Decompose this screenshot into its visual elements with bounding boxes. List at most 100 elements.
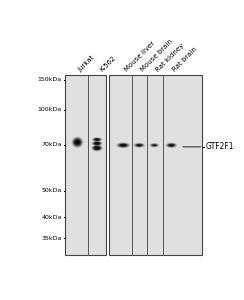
Ellipse shape <box>120 144 127 146</box>
Ellipse shape <box>93 138 102 141</box>
Ellipse shape <box>76 141 78 143</box>
Text: Rat kidney: Rat kidney <box>154 42 185 73</box>
Ellipse shape <box>96 139 98 140</box>
Ellipse shape <box>122 145 125 146</box>
Ellipse shape <box>73 138 82 147</box>
Ellipse shape <box>120 144 127 147</box>
Text: Mouse brain: Mouse brain <box>139 38 174 73</box>
Ellipse shape <box>118 143 128 147</box>
Ellipse shape <box>94 146 100 150</box>
Ellipse shape <box>96 143 99 144</box>
Ellipse shape <box>151 144 158 147</box>
Ellipse shape <box>96 147 98 149</box>
Ellipse shape <box>150 143 158 147</box>
Ellipse shape <box>94 138 100 140</box>
Ellipse shape <box>92 141 102 146</box>
Ellipse shape <box>118 143 128 147</box>
Ellipse shape <box>122 145 124 146</box>
Ellipse shape <box>96 143 98 144</box>
Text: 70kDa: 70kDa <box>41 142 62 147</box>
Ellipse shape <box>137 144 142 146</box>
Ellipse shape <box>170 145 173 146</box>
Ellipse shape <box>75 140 80 145</box>
Ellipse shape <box>136 144 142 146</box>
Ellipse shape <box>169 144 173 146</box>
Ellipse shape <box>93 141 101 146</box>
Ellipse shape <box>121 145 125 146</box>
Ellipse shape <box>116 142 130 148</box>
Ellipse shape <box>91 145 103 152</box>
Ellipse shape <box>169 144 174 146</box>
Ellipse shape <box>93 146 101 150</box>
Text: K-562: K-562 <box>99 55 117 73</box>
Ellipse shape <box>93 142 101 145</box>
Ellipse shape <box>94 139 100 140</box>
Ellipse shape <box>92 138 102 141</box>
Ellipse shape <box>93 142 101 145</box>
Ellipse shape <box>150 143 159 147</box>
Ellipse shape <box>168 144 174 147</box>
Ellipse shape <box>93 138 101 141</box>
Ellipse shape <box>74 140 80 145</box>
Ellipse shape <box>138 145 140 146</box>
Ellipse shape <box>152 144 157 146</box>
Ellipse shape <box>152 144 157 146</box>
Ellipse shape <box>119 143 128 147</box>
Text: Jurkat: Jurkat <box>77 54 95 73</box>
Ellipse shape <box>136 144 142 146</box>
Ellipse shape <box>93 146 101 150</box>
Ellipse shape <box>96 143 98 144</box>
Text: 150kDa: 150kDa <box>38 77 62 83</box>
Ellipse shape <box>137 144 141 146</box>
Ellipse shape <box>96 139 98 140</box>
Ellipse shape <box>136 144 142 146</box>
Ellipse shape <box>167 143 175 147</box>
Ellipse shape <box>168 144 175 147</box>
Ellipse shape <box>95 147 99 149</box>
Ellipse shape <box>134 143 145 148</box>
Ellipse shape <box>135 143 144 147</box>
Ellipse shape <box>169 144 174 146</box>
Ellipse shape <box>133 143 145 148</box>
Ellipse shape <box>76 141 79 143</box>
Ellipse shape <box>171 145 172 146</box>
Ellipse shape <box>152 144 156 146</box>
FancyBboxPatch shape <box>109 75 202 256</box>
Ellipse shape <box>139 145 140 146</box>
Ellipse shape <box>151 144 158 147</box>
Ellipse shape <box>135 144 143 147</box>
Ellipse shape <box>94 142 101 145</box>
Ellipse shape <box>96 139 98 140</box>
Ellipse shape <box>119 144 127 147</box>
Ellipse shape <box>95 147 99 149</box>
Ellipse shape <box>96 143 98 144</box>
Ellipse shape <box>166 143 176 148</box>
Ellipse shape <box>94 147 100 149</box>
Ellipse shape <box>167 143 176 147</box>
Ellipse shape <box>94 138 100 141</box>
Ellipse shape <box>121 144 126 146</box>
Ellipse shape <box>168 144 174 146</box>
Ellipse shape <box>152 144 157 146</box>
Ellipse shape <box>75 140 80 145</box>
Ellipse shape <box>72 137 82 147</box>
Text: 100kDa: 100kDa <box>38 107 62 112</box>
Ellipse shape <box>117 143 130 148</box>
Ellipse shape <box>117 143 129 148</box>
Text: 40kDa: 40kDa <box>41 215 62 220</box>
Ellipse shape <box>122 145 124 146</box>
Ellipse shape <box>75 140 79 144</box>
Ellipse shape <box>134 143 144 147</box>
FancyBboxPatch shape <box>65 75 106 256</box>
Ellipse shape <box>92 141 102 146</box>
Ellipse shape <box>72 137 83 147</box>
Ellipse shape <box>71 136 83 148</box>
Ellipse shape <box>95 139 99 140</box>
Ellipse shape <box>153 145 156 146</box>
Ellipse shape <box>138 145 141 146</box>
Ellipse shape <box>152 144 157 146</box>
Ellipse shape <box>73 138 82 146</box>
Ellipse shape <box>92 141 102 146</box>
Ellipse shape <box>95 142 99 144</box>
Ellipse shape <box>135 144 143 147</box>
